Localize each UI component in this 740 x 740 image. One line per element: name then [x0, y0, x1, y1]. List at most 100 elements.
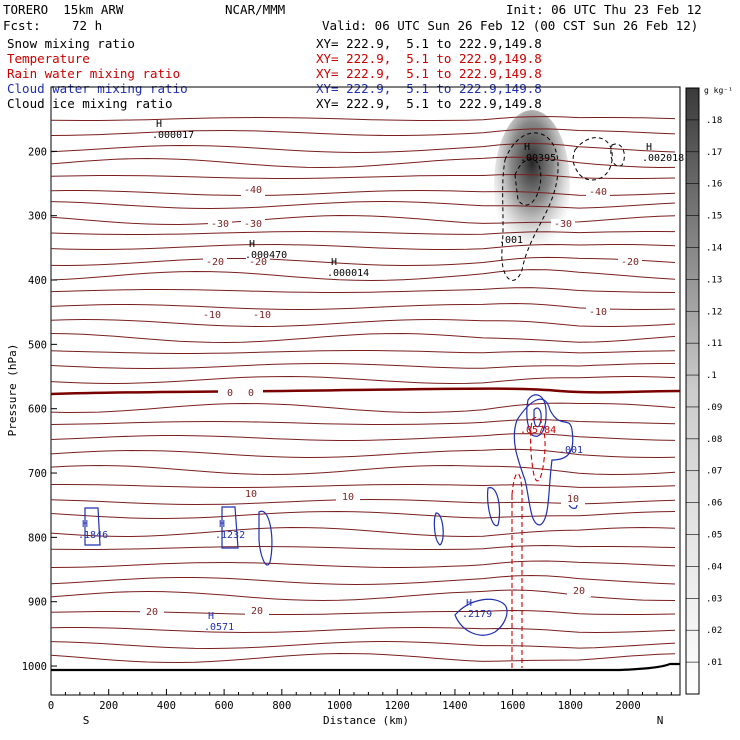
x-tick-label: 600 [215, 700, 234, 712]
maximum-value: .05784 [520, 425, 556, 436]
terrain-line [51, 662, 680, 672]
temperature-label-bg [218, 388, 242, 399]
colorbar-label: .06 [706, 499, 722, 509]
cloud-ice-contour-north-small [610, 143, 625, 167]
temperature-contour [50, 419, 676, 425]
temperature-label: -30 [211, 219, 229, 230]
y-tick-label: 700 [28, 468, 47, 480]
y-tick-label: 300 [28, 211, 47, 223]
temperature-contour [50, 173, 676, 179]
temperature-contour [50, 433, 676, 441]
colorbar-label: .1 [706, 371, 717, 381]
temperature-label: 0 [227, 388, 233, 399]
model-title: TORERO 15km ARW [3, 2, 124, 17]
colorbar-label: .17 [706, 148, 722, 158]
x-tick-label: 1000 [327, 700, 352, 712]
legend-temperature-xy: XY= 222.9, 5.1 to 222.9,149.8 [316, 51, 542, 66]
colorbar-label: .16 [706, 180, 722, 190]
temperature-label: 10 [245, 489, 257, 500]
init-time: Init: 06 UTC Thu 23 Feb 12 [506, 2, 702, 17]
y-axis-label: Pressure (hPa) [6, 344, 19, 437]
forecast-label: Fcst: [3, 18, 41, 33]
colorbar-label: .05 [706, 531, 722, 541]
cloud-water-contour-800km [258, 510, 273, 566]
temperature-label: -30 [554, 219, 572, 230]
temperature-contour [50, 448, 676, 459]
maximum-marker: H [219, 519, 225, 530]
x-tick-label: 0 [48, 700, 54, 712]
temperature-label: -40 [589, 187, 607, 198]
legend-cloud-ice-name: Cloud ice mixing ratio [7, 96, 173, 111]
colorbar-label: .12 [706, 307, 722, 317]
temperature-label: -30 [244, 219, 262, 230]
temperature-contour [50, 230, 676, 235]
cloud-water-contour-storm-inner [526, 394, 547, 437]
temperature-contour [50, 156, 676, 169]
colorbar-label: .07 [706, 467, 722, 477]
temperature-contour [50, 626, 676, 634]
temperature-label: -20 [206, 257, 224, 268]
axes: 0 200 400 600 800 1000 1200 1400 1600 1800 2000200… [6, 146, 672, 727]
x-tick-label: 1400 [442, 700, 467, 712]
temperature-label: 20 [251, 606, 263, 617]
colorbar-label: .02 [706, 626, 722, 636]
maximum-value: .002018 [642, 153, 684, 164]
cloud-water-contour-1232 [221, 506, 239, 549]
temperature-contour [50, 189, 676, 197]
cloud-water-contour-1520km [487, 487, 501, 527]
temperature-label-bg [561, 494, 585, 505]
temperature-label-bg [250, 310, 274, 321]
x-tick-label: 1800 [558, 700, 583, 712]
maximum-value: .1846 [78, 530, 108, 541]
temperature-contour [50, 200, 676, 210]
temperature-contour [50, 128, 676, 136]
cloud-water-contour-storm [513, 398, 574, 526]
temperature-label: -10 [203, 310, 221, 321]
temperature-contour [50, 375, 676, 385]
rain-contours [511, 417, 546, 668]
y-tick-label: 400 [28, 275, 47, 287]
temperature-label-bg [245, 606, 269, 617]
x-tick-label: 1600 [500, 700, 525, 712]
temperature-contour [50, 142, 676, 154]
temperature-contour [50, 574, 676, 586]
temperature-label: -20 [249, 257, 267, 268]
temperature-label-bg [239, 388, 263, 399]
temperature-contour [50, 350, 676, 354]
y-tick-label: 500 [28, 339, 47, 351]
legend-rain-xy: XY= 222.9, 5.1 to 222.9,149.8 [316, 66, 542, 81]
temperature-contour [50, 302, 676, 311]
maximum-value: .001 [559, 445, 583, 456]
temperature-label-bg [200, 310, 224, 321]
temperature-contour [50, 269, 676, 282]
x-tick-label: 1200 [385, 700, 410, 712]
maximum-value: .001 [499, 235, 523, 246]
colorbar: g kg⁻¹ .01 .02 .03 .04 .05 .06 .07 .08 .09 .1 .11 .1… [685, 86, 733, 695]
valid-time: Valid: 06 UTC Sun 26 Feb 12 (00 CST Sun … [322, 18, 699, 33]
maximum-marker: H [82, 519, 88, 530]
maximum-marker: H [466, 598, 472, 609]
temperature-contour [50, 560, 676, 568]
cloud-water-contours [84, 394, 579, 636]
temperature-label-bg [241, 185, 265, 196]
colorbar-label: .01 [706, 658, 722, 668]
maximum-value: .000014 [327, 268, 369, 279]
maximum-value: .1232 [215, 530, 245, 541]
temperature-label-bg [586, 187, 610, 198]
legend-snow-name: Snow mixing ratio [7, 36, 135, 51]
maximum-value: .0571 [204, 622, 234, 633]
cloud-ice-contours [501, 132, 625, 281]
maximum-marker: H [208, 611, 214, 622]
temperature-label-bg [246, 257, 270, 268]
temperature-labels: -40 -40 -30 -30 -30 -20 -20 -20 -10 -10 -10 0 0 10 10 1… [140, 185, 642, 618]
cloud-water-contour-2179 [454, 598, 508, 636]
cloud-ice-contour-main [501, 132, 559, 281]
y-tick-label: 900 [28, 597, 47, 609]
legend-cloud-water-xy: XY= 222.9, 5.1 to 222.9,149.8 [316, 81, 542, 96]
forecast-hour: 72 h [72, 18, 103, 33]
colorbar-bar [685, 87, 700, 695]
cloud-ice-contour-inner [514, 158, 542, 206]
temperature-contour [50, 652, 676, 664]
temperature-contour [50, 640, 676, 650]
